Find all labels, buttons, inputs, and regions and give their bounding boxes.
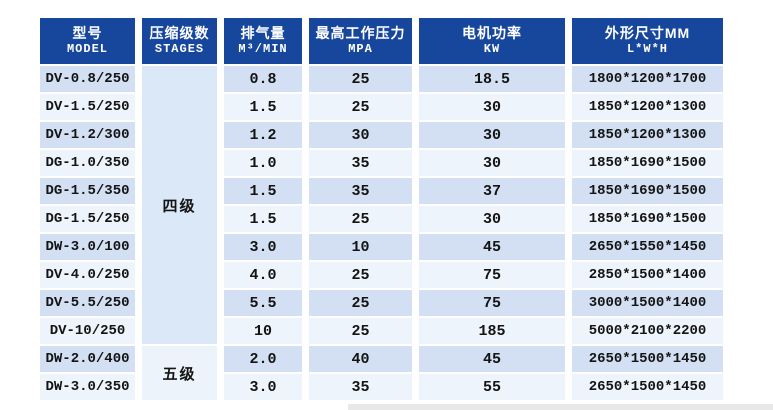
header-label-en: L*W*H (626, 42, 668, 56)
cell-power: 185 (419, 318, 565, 344)
header-cell-stages: 压缩级数 STAGES (142, 18, 217, 64)
cell-dimensions: 1850*1690*1500 (572, 150, 723, 176)
cell-dimensions: 2650*1500*1450 (572, 346, 723, 372)
header-label-zh: 电机功率 (462, 25, 522, 41)
cell-power: 45 (419, 234, 565, 260)
table-row: DV-1.5/250 1.5 25 30 1850*1200*1300 (40, 94, 723, 120)
cell-model: DV-10/250 (40, 318, 135, 344)
cell-pressure: 25 (309, 318, 412, 344)
cell-dimensions: 2650*1550*1450 (572, 234, 723, 260)
header-cell-model: 型号 MODEL (40, 18, 135, 64)
cell-pressure: 35 (309, 178, 412, 204)
cell-model: DW-2.0/400 (40, 346, 135, 372)
cell-displacement: 1.5 (224, 94, 302, 120)
cell-displacement: 3.0 (224, 234, 302, 260)
cell-pressure: 40 (309, 346, 412, 372)
cell-power: 30 (419, 122, 565, 148)
compressor-spec-table: 型号 MODEL 压缩级数 STAGES 排气量 M³/MIN 最高工作压力 MPA 电机功率 K… (33, 16, 730, 402)
header-label-zh: 外形尺寸MM (604, 25, 691, 41)
table-row: DV-5.5/250 5.5 25 75 3000*1500*1400 (40, 290, 723, 316)
cell-power: 30 (419, 94, 565, 120)
cell-power: 45 (419, 346, 565, 372)
cell-model: DV-1.5/250 (40, 94, 135, 120)
cell-model: DG-1.5/250 (40, 206, 135, 232)
cell-dimensions: 1850*1200*1300 (572, 122, 723, 148)
cell-model: DV-0.8/250 (40, 66, 135, 92)
cell-model: DV-1.2/300 (40, 122, 135, 148)
cell-pressure: 25 (309, 262, 412, 288)
table-row: DG-1.5/250 1.5 25 30 1850*1690*1500 (40, 206, 723, 232)
header-label-zh: 最高工作压力 (315, 25, 406, 41)
cell-pressure: 25 (309, 66, 412, 92)
cell-displacement: 1.5 (224, 206, 302, 232)
table-row: DG-1.0/350 1.0 35 30 1850*1690*1500 (40, 150, 723, 176)
header-cell-power: 电机功率 KW (419, 18, 565, 64)
cell-stages-group: 五级 (142, 346, 217, 400)
cell-model: DW-3.0/100 (40, 234, 135, 260)
cell-power: 55 (419, 374, 565, 400)
cell-displacement: 4.0 (224, 262, 302, 288)
cell-model: DW-3.0/350 (40, 374, 135, 400)
cell-displacement: 0.8 (224, 66, 302, 92)
header-label-zh: 压缩级数 (149, 25, 210, 41)
table-row: DW-3.0/350 3.0 35 55 2650*1500*1450 (40, 374, 723, 400)
cell-power: 75 (419, 290, 565, 316)
cell-pressure: 10 (309, 234, 412, 260)
table-header: 型号 MODEL 压缩级数 STAGES 排气量 M³/MIN 最高工作压力 MPA 电机功率 K… (40, 18, 723, 64)
cell-displacement: 1.0 (224, 150, 302, 176)
header-cell-pressure: 最高工作压力 MPA (309, 18, 412, 64)
table-row: DV-4.0/250 4.0 25 75 2850*1500*1400 (40, 262, 723, 288)
table-row: DW-3.0/100 3.0 10 45 2650*1550*1450 (40, 234, 723, 260)
header-label-en: MPA (348, 42, 373, 56)
cell-pressure: 25 (309, 94, 412, 120)
cell-displacement: 5.5 (224, 290, 302, 316)
cell-model: DG-1.0/350 (40, 150, 135, 176)
cell-displacement: 10 (224, 318, 302, 344)
cell-dimensions: 3000*1500*1400 (572, 290, 723, 316)
cell-pressure: 30 (309, 122, 412, 148)
header-label-en: KW (483, 42, 501, 56)
cell-model: DV-4.0/250 (40, 262, 135, 288)
cell-stages-group: 四级 (142, 66, 217, 344)
header-label-en: M³/MIN (238, 42, 288, 56)
cell-power: 30 (419, 206, 565, 232)
cell-pressure: 35 (309, 150, 412, 176)
header-label-zh: 排气量 (240, 25, 286, 41)
cell-power: 30 (419, 150, 565, 176)
spec-table-container: 型号 MODEL 压缩级数 STAGES 排气量 M³/MIN 最高工作压力 MPA 电机功率 K… (33, 16, 730, 402)
table-row: DG-1.5/350 1.5 35 37 1850*1690*1500 (40, 178, 723, 204)
table-row: DV-0.8/250 四级 0.8 25 18.5 1800*1200*1700 (40, 66, 723, 344)
header-label-en: MODEL (66, 42, 108, 56)
cell-power: 37 (419, 178, 565, 204)
table-row: DW-2.0/400 五级 2.0 40 45 2650*1500*1450 (40, 346, 723, 400)
table-body: DV-0.8/250 四级 0.8 25 18.5 1800*1200*1700 DV-1.… (40, 66, 723, 400)
header-cell-displacement: 排气量 M³/MIN (224, 18, 302, 64)
cell-pressure: 25 (309, 290, 412, 316)
cell-power: 18.5 (419, 66, 565, 92)
cell-dimensions: 1850*1200*1300 (572, 94, 723, 120)
cell-dimensions: 2850*1500*1400 (572, 262, 723, 288)
bottom-shadow (348, 404, 773, 410)
cell-displacement: 1.5 (224, 178, 302, 204)
cell-dimensions: 2650*1500*1450 (572, 374, 723, 400)
cell-model: DG-1.5/350 (40, 178, 135, 204)
cell-displacement: 3.0 (224, 374, 302, 400)
cell-dimensions: 5000*2100*2200 (572, 318, 723, 344)
cell-dimensions: 1850*1690*1500 (572, 178, 723, 204)
cell-pressure: 35 (309, 374, 412, 400)
cell-pressure: 25 (309, 206, 412, 232)
cell-model: DV-5.5/250 (40, 290, 135, 316)
cell-dimensions: 1800*1200*1700 (572, 66, 723, 92)
cell-power: 75 (419, 262, 565, 288)
table-row: DV-10/250 10 25 185 5000*2100*2200 (40, 318, 723, 344)
cell-displacement: 1.2 (224, 122, 302, 148)
table-row: DV-1.2/300 1.2 30 30 1850*1200*1300 (40, 122, 723, 148)
header-cell-dimensions: 外形尺寸MM L*W*H (572, 18, 723, 64)
cell-displacement: 2.0 (224, 346, 302, 372)
header-row: 型号 MODEL 压缩级数 STAGES 排气量 M³/MIN 最高工作压力 MPA 电机功率 K… (40, 18, 723, 64)
header-label-zh: 型号 (72, 25, 103, 41)
header-label-en: STAGES (154, 42, 205, 56)
cell-dimensions: 1850*1690*1500 (572, 206, 723, 232)
